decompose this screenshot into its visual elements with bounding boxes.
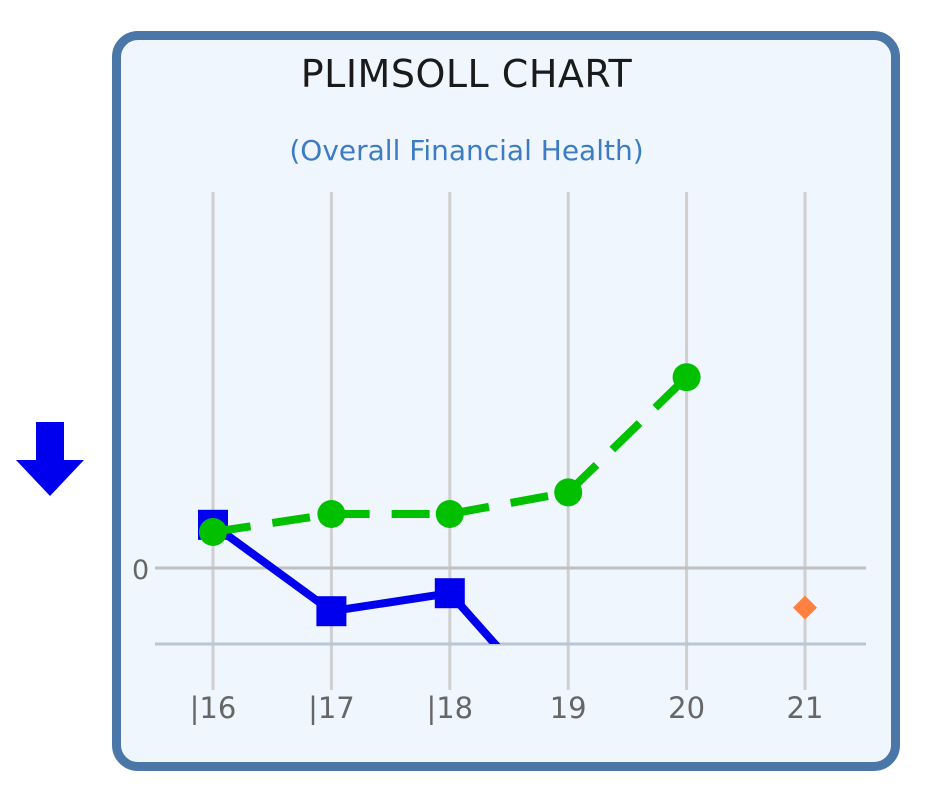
y-tick-label: 0 [132,555,149,586]
data-point [199,518,227,546]
plimsoll-chart-panel [112,31,900,771]
data-point [554,478,583,507]
series-line [212,374,690,536]
chart-subtitle: (Overall Financial Health) [289,134,644,167]
x-tick-label: 19 [550,691,587,725]
data-point [434,578,465,609]
x-tick-label: 21 [787,691,824,725]
data-point [672,363,701,392]
data-point [793,595,817,620]
chart-title: PLIMSOLL CHART [300,52,633,96]
data-point [317,500,346,528]
x-tick-label: |18 [426,691,473,725]
x-tick-label: |17 [308,691,355,725]
series-line [210,521,501,644]
down-arrow-icon [16,422,84,496]
x-tick-label: |16 [190,691,237,725]
x-tick-label: 20 [668,691,705,725]
data-point [435,500,464,528]
data-point [316,596,347,627]
